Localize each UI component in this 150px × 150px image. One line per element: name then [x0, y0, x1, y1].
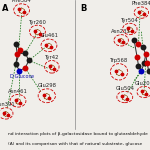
- Text: D-Glucose: D-Glucose: [9, 74, 34, 79]
- Point: [50, 46, 53, 49]
- Point: [24, 67, 26, 69]
- Text: Phe384: Phe384: [12, 0, 32, 3]
- Point: [53, 68, 55, 70]
- Point: [146, 62, 148, 64]
- Text: Glu207: Glu207: [135, 81, 150, 86]
- Point: [28, 59, 30, 62]
- Point: [18, 8, 20, 10]
- Point: [121, 95, 124, 97]
- Text: Phe384: Phe384: [132, 1, 150, 6]
- Point: [34, 30, 36, 32]
- Point: [14, 99, 17, 101]
- Text: A: A: [2, 4, 9, 13]
- Point: [19, 102, 22, 104]
- Point: [2, 111, 5, 114]
- Text: Tyr504: Tyr504: [121, 18, 139, 23]
- Point: [7, 114, 9, 116]
- Text: Tyr42: Tyr42: [45, 55, 59, 60]
- Point: [138, 11, 140, 13]
- Text: Glu298: Glu298: [37, 83, 56, 88]
- Point: [136, 56, 138, 58]
- Point: [145, 93, 148, 95]
- Point: [131, 30, 133, 32]
- Point: [15, 63, 17, 65]
- Text: Glu461: Glu461: [39, 33, 58, 38]
- Point: [126, 27, 129, 30]
- Text: (A) and its comparison with that of natural substrate, glucose: (A) and its comparison with that of natu…: [8, 142, 142, 146]
- Point: [142, 13, 145, 16]
- Text: Glu504: Glu504: [115, 86, 134, 91]
- Point: [16, 53, 18, 55]
- Text: Asn461: Asn461: [8, 89, 28, 94]
- Point: [144, 53, 147, 55]
- Point: [15, 43, 17, 45]
- Point: [133, 39, 135, 42]
- Point: [122, 41, 125, 43]
- Point: [141, 90, 143, 93]
- Point: [43, 94, 45, 96]
- Point: [118, 38, 120, 41]
- Point: [140, 69, 142, 72]
- Text: Asn233: Asn233: [111, 29, 131, 34]
- Point: [147, 69, 150, 72]
- Point: [45, 43, 48, 46]
- Text: Asn391: Asn391: [0, 102, 16, 107]
- Point: [121, 73, 123, 75]
- Point: [115, 70, 118, 72]
- Point: [143, 62, 146, 64]
- Point: [48, 65, 51, 67]
- Point: [137, 43, 140, 45]
- Text: Tyr260: Tyr260: [28, 20, 46, 25]
- Point: [24, 52, 26, 54]
- Point: [142, 45, 144, 48]
- Text: nd interaction plots of β-galactosidase bound to glutaraldehyde: nd interaction plots of β-galactosidase …: [8, 132, 147, 136]
- Point: [19, 49, 21, 52]
- Point: [137, 64, 140, 67]
- Text: Trp568: Trp568: [110, 58, 128, 63]
- Point: [18, 69, 21, 72]
- Point: [39, 32, 41, 35]
- Point: [126, 98, 128, 100]
- Point: [23, 11, 25, 13]
- Text: B: B: [80, 4, 87, 13]
- Point: [48, 97, 51, 99]
